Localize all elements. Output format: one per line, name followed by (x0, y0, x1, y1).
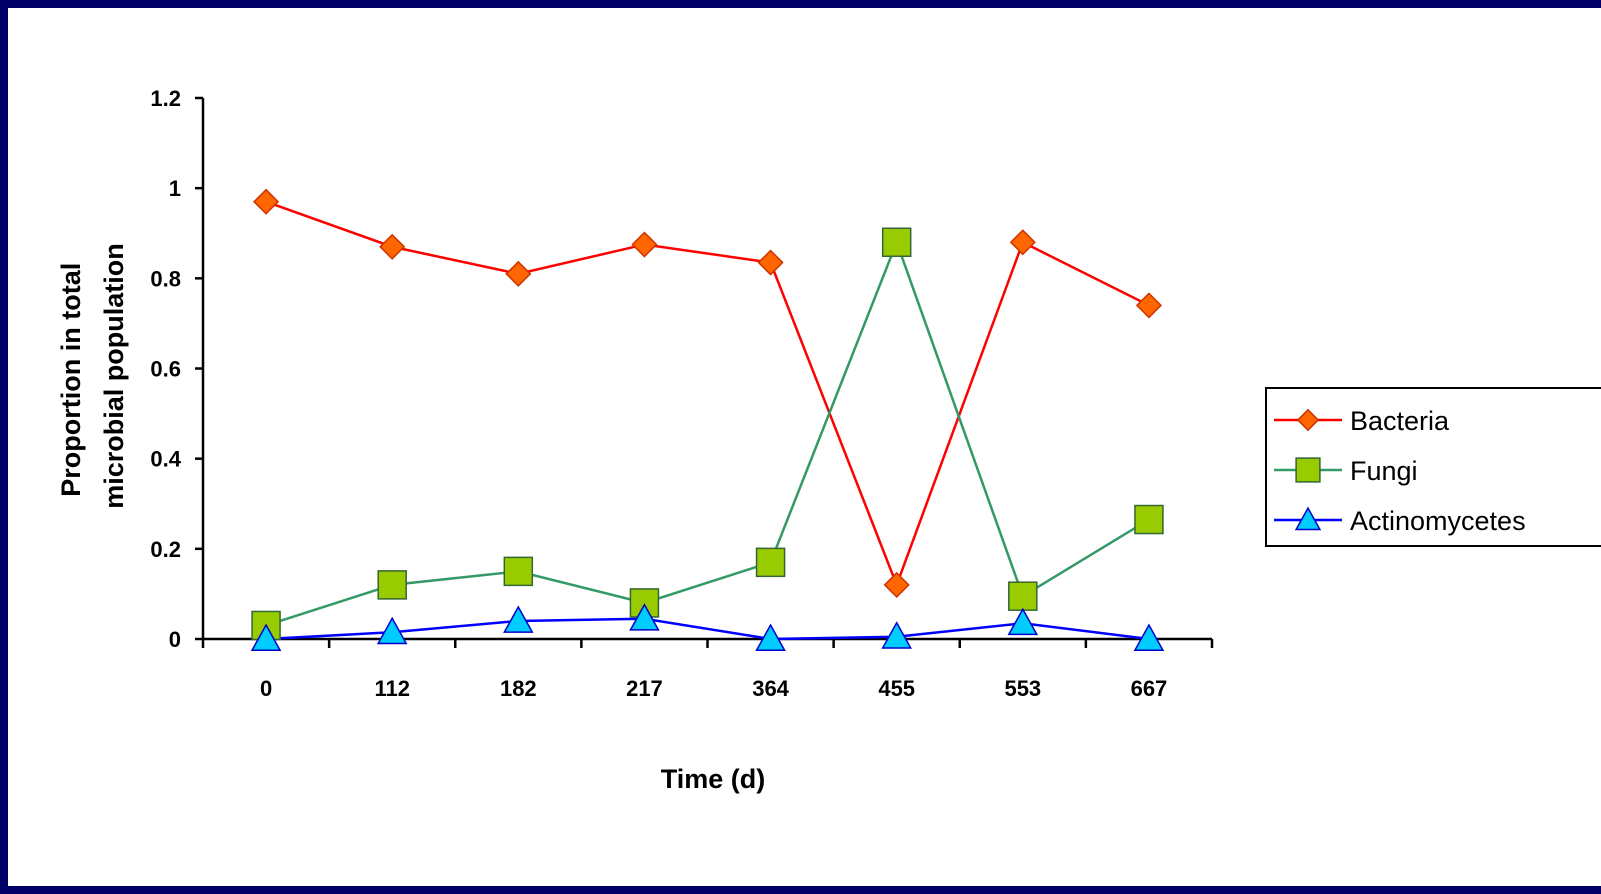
series-line-actinomycetes (265, 617, 1150, 641)
actinomycetes-point (503, 605, 534, 633)
bacteria-point (379, 233, 406, 260)
bacteria-point (1009, 229, 1036, 256)
x-tick-label: 455 (878, 676, 915, 701)
legend-label-bacteria: Bacteria (1350, 406, 1450, 436)
bacteria-point (253, 188, 280, 215)
line-chart: 0 0.2 0.4 0.6 0.8 1 1.2 0 112 182 217 364 455 553 667… (56, 86, 1601, 794)
y-tick-label: 1 (169, 176, 181, 201)
bacteria-point (631, 231, 658, 258)
actinomycetes-point (376, 616, 408, 645)
actinomycetes-point (755, 623, 786, 651)
bacteria-point (505, 260, 532, 287)
series-lines (265, 200, 1150, 641)
y-tick-label: 0.2 (150, 537, 181, 562)
x-tick-label: 182 (500, 676, 537, 701)
x-tick-label: 112 (374, 676, 410, 701)
y-tick-label: 0.8 (150, 266, 181, 291)
bacteria-point (757, 249, 784, 276)
x-tick-label: 364 (752, 676, 789, 701)
x-tick-label: 553 (1004, 676, 1041, 701)
chart-axes (195, 96, 1214, 648)
fungi-point (881, 227, 912, 258)
series-line-bacteria (265, 200, 1150, 589)
x-tick-label: 0 (260, 676, 272, 701)
actinomycetes-point (1007, 607, 1039, 636)
legend: Bacteria Fungi Actinomycetes (1265, 387, 1601, 547)
actinomycetes-point (1133, 623, 1165, 651)
legend-label-fungi: Fungi (1350, 456, 1418, 486)
y-tick-labels: 0 0.2 0.4 0.6 0.8 1 1.2 (150, 86, 181, 652)
y-tick-label: 1.2 (150, 86, 181, 111)
fungi-point (1008, 581, 1038, 611)
x-tick-label: 667 (1131, 676, 1168, 701)
actinomycetes-point (881, 621, 912, 649)
legend-marker-actinomycetes (1294, 506, 1322, 531)
legend-marker-fungi (1295, 457, 1321, 483)
y-tick-label: 0 (169, 627, 181, 652)
bacteria-point (1135, 292, 1162, 319)
actinomycetes-point (629, 603, 660, 631)
series-markers (250, 188, 1165, 651)
bacteria-point (883, 571, 910, 598)
y-axis-title-line-1: Proportion in total (56, 263, 86, 497)
y-axis-title-line-2: microbial population (99, 243, 129, 509)
series-line-fungi (265, 238, 1150, 627)
x-tick-labels: 0 112 182 217 364 455 553 667 (260, 676, 1167, 701)
fungi-point (755, 547, 786, 578)
x-axis-title: Time (d) (661, 764, 766, 794)
fungi-point (503, 556, 534, 587)
y-axis-title: Proportion in total microbial population (56, 243, 129, 509)
legend-label-actinomycetes: Actinomycetes (1350, 506, 1526, 536)
y-tick-label: 0.4 (150, 447, 181, 472)
fungi-point (377, 570, 407, 600)
actinomycetes-point (250, 623, 282, 651)
fungi-point (1134, 504, 1164, 535)
legend-marker-bacteria (1296, 408, 1320, 432)
y-tick-label: 0.6 (150, 357, 181, 382)
x-tick-label: 217 (626, 676, 663, 701)
